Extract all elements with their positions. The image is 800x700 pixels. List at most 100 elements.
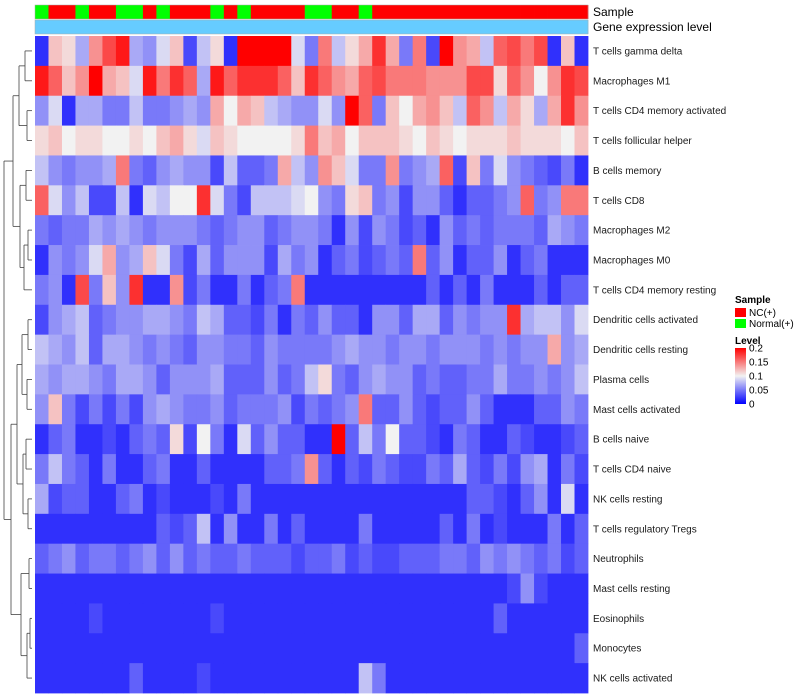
heatmap-cell	[520, 215, 535, 246]
heatmap-cell	[439, 274, 454, 306]
heatmap-cell	[466, 274, 481, 306]
heatmap-cell	[210, 95, 225, 126]
heatmap-cell	[534, 95, 548, 126]
heatmap-cell	[156, 155, 171, 186]
heatmap-cell	[237, 394, 252, 425]
heatmap-cell	[250, 36, 265, 67]
heatmap-cell	[88, 603, 103, 634]
heatmap-cell	[453, 603, 468, 634]
heatmap-cell	[493, 663, 508, 694]
gene-level-annotation-cell	[412, 20, 427, 34]
heatmap-cell	[169, 573, 184, 604]
heatmap-cell	[385, 125, 400, 156]
heatmap-cell	[183, 424, 198, 455]
heatmap-cell	[547, 185, 562, 216]
heatmap-cell	[277, 155, 292, 186]
heatmap-cell	[547, 155, 562, 186]
heatmap-cell	[264, 185, 279, 216]
heatmap-cell	[169, 245, 184, 276]
heatmap-cell	[61, 483, 76, 515]
gene-level-annotation-cell	[331, 20, 346, 34]
heatmap-cell	[196, 95, 211, 126]
heatmap-cell	[183, 245, 198, 276]
heatmap-cell	[156, 125, 171, 156]
legend-swatch-nc	[735, 308, 746, 317]
heatmap-cell	[358, 663, 373, 694]
heatmap-cell	[250, 304, 265, 336]
heatmap-cell	[426, 454, 441, 485]
heatmap-cell	[102, 633, 117, 664]
heatmap-cell	[264, 633, 279, 664]
heatmap-cell	[385, 95, 400, 126]
heatmap-cell	[48, 573, 63, 604]
heatmap-cell	[412, 663, 427, 694]
heatmap-cell	[237, 633, 252, 664]
heatmap-cell	[142, 603, 157, 634]
heatmap-cell	[237, 603, 252, 634]
heatmap-cell	[304, 304, 319, 336]
heatmap-cell	[304, 274, 319, 306]
heatmap-cell	[75, 454, 90, 485]
heatmap-cell	[277, 215, 292, 246]
heatmap-cell	[88, 334, 103, 365]
heatmap-cell	[466, 215, 481, 246]
heatmap-cell	[426, 663, 441, 694]
gene-level-annotation-cell	[520, 20, 535, 34]
heatmap-cell	[520, 543, 535, 574]
heatmap-cell	[574, 394, 589, 425]
gene-level-annotation-cell	[345, 20, 360, 34]
heatmap-cell	[574, 215, 589, 246]
sample-annotation-cell	[466, 5, 481, 19]
heatmap-cell	[507, 215, 521, 246]
heatmap-cell	[88, 364, 103, 395]
heatmap-cell	[547, 424, 562, 455]
heatmap-cell	[61, 454, 76, 485]
heatmap-cell	[547, 454, 562, 485]
heatmap-cell	[304, 663, 319, 694]
heatmap-cell	[115, 633, 130, 664]
heatmap-cell	[480, 483, 494, 515]
heatmap-cell	[412, 36, 427, 67]
heatmap-cell	[264, 603, 279, 634]
heatmap-cell	[561, 36, 575, 67]
heatmap-cell	[115, 543, 130, 574]
heatmap-cell	[574, 36, 589, 67]
heatmap-cell	[277, 65, 292, 97]
heatmap-cell	[169, 95, 184, 126]
heatmap-cell	[331, 304, 346, 336]
heatmap-cell	[169, 364, 184, 395]
heatmap-cell	[372, 513, 387, 545]
heatmap-cell	[507, 274, 521, 306]
heatmap-cell	[142, 36, 157, 67]
heatmap-cell	[453, 304, 468, 336]
heatmap-cell	[318, 185, 333, 216]
heatmap-cell	[345, 185, 360, 216]
heatmap-cell	[196, 36, 211, 67]
heatmap-cell	[574, 454, 589, 485]
heatmap-cell	[102, 334, 117, 365]
heatmap-cell	[75, 394, 90, 425]
heatmap-cell	[35, 215, 49, 246]
heatmap-cell	[426, 543, 441, 574]
heatmap-cell	[277, 633, 292, 664]
heatmap-cell	[75, 513, 90, 545]
heatmap-cell	[142, 424, 157, 455]
sample-annotation-cell	[277, 5, 292, 19]
heatmap-cell	[250, 245, 265, 276]
heatmap-cell	[372, 364, 387, 395]
heatmap-cell	[345, 304, 360, 336]
heatmap-cell	[196, 155, 211, 186]
heatmap-cell	[291, 663, 306, 694]
heatmap-cell	[61, 65, 76, 97]
gene-level-annotation-cell	[223, 20, 238, 34]
heatmap-cell	[61, 424, 76, 455]
heatmap-cell	[237, 424, 252, 455]
heatmap-cell	[48, 483, 63, 515]
heatmap-cell	[385, 304, 400, 336]
heatmap-cell	[574, 543, 589, 574]
heatmap-cell	[480, 304, 494, 336]
heatmap-cell	[493, 334, 508, 365]
heatmap-cell	[210, 454, 225, 485]
heatmap-cell	[534, 245, 548, 276]
